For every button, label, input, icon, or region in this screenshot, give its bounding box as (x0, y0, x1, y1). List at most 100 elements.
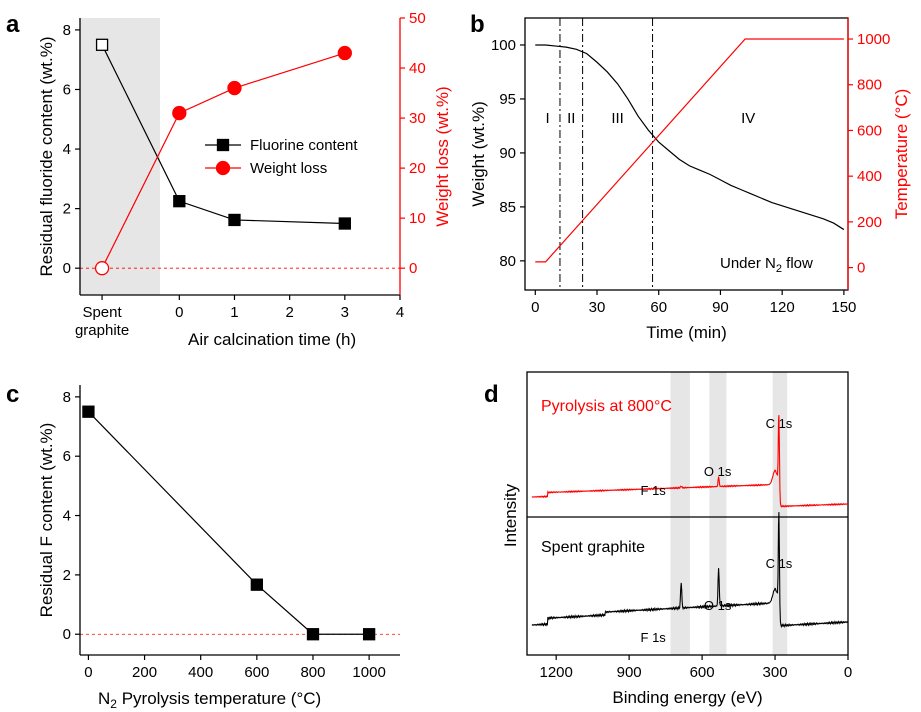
plot-frame (526, 371, 849, 656)
y2-tick-label: 10 (409, 210, 426, 227)
data-point-weight-loss (337, 45, 352, 61)
y2-axis-title: Weight loss (wt.%) (433, 86, 452, 226)
y-tick-label: 100 (491, 37, 516, 54)
panel-label-d: d (484, 381, 499, 408)
x-tick-label: 1200 (539, 664, 572, 681)
y-tick-label: 80 (499, 253, 516, 270)
stage-label: III (611, 110, 624, 127)
x-tick-label: 300 (763, 664, 788, 681)
x-tick-label: 800 (300, 664, 325, 681)
y2-tick-label: 20 (409, 160, 426, 177)
series-line-weight-loss (101, 52, 346, 269)
annotation-under-n2-flow: Under N2 flow (720, 255, 813, 275)
y2-tick-label: 1000 (857, 31, 890, 48)
data-point-fluorine (228, 213, 241, 227)
y-tick-label: 2 (63, 201, 71, 218)
y-tick-label: 85 (499, 199, 516, 216)
data-point-fluorine (173, 195, 186, 208)
y2-tick-label: 400 (857, 168, 882, 185)
spectrum-line-spent-graphite (531, 512, 849, 629)
plot-frame (524, 17, 849, 291)
data-point-residual-f (250, 578, 263, 591)
y-tick-label: 2 (63, 567, 71, 584)
data-point-residual-f (362, 628, 376, 641)
x-tick-label: 3 (341, 304, 349, 321)
y-tick-label: 4 (63, 141, 71, 158)
x-tick-label: 0 (175, 304, 183, 321)
data-point-fluorine (95, 38, 109, 51)
y-tick-label: 90 (499, 145, 516, 162)
x-tick-label: 0 (844, 664, 852, 681)
x-axis-title: N2 Pyrolysis temperature (°C) (98, 689, 321, 711)
x-axis-title: Time (min) (646, 323, 727, 342)
y-tick-label: 0 (63, 260, 71, 277)
x-tick-label: 1 (230, 304, 238, 321)
peak-label: C 1s (766, 556, 793, 571)
x-tick-label: 400 (188, 664, 213, 681)
y-tick-label: 4 (63, 508, 71, 525)
x-axis-title: Air calcination time (h) (188, 330, 356, 349)
y-axis-title: Residual fluoride content (wt.%) (37, 36, 56, 276)
peak-label: F 1s (641, 483, 667, 498)
x-tick-label: 0 (84, 664, 92, 681)
shaded-band (670, 372, 690, 655)
x-tick-label: 150 (831, 299, 856, 316)
shaded-band (772, 372, 788, 655)
data-point-weight-loss (227, 80, 242, 96)
stage-label: I (546, 110, 550, 127)
y-tick-label: 95 (499, 91, 516, 108)
y2-tick-label: 40 (409, 60, 426, 77)
series-label-pyrolysis: Pyrolysis at 800°C (541, 398, 672, 415)
peak-label: C 1s (766, 416, 793, 431)
x-tick-label: 2 (285, 304, 293, 321)
data-point-weight-loss (172, 105, 187, 121)
y2-tick-label: 800 (857, 77, 882, 94)
x-axis-title: Binding energy (eV) (612, 688, 762, 707)
category-label: Spent (82, 304, 122, 321)
panel-label-a: a (6, 11, 20, 38)
y2-axis-title: Temperature (°C) (892, 89, 911, 220)
y-tick-label: 6 (63, 81, 71, 98)
y2-tick-label: 50 (409, 10, 426, 27)
y-axis-title: Weight (wt.%) (469, 101, 488, 207)
panel-label-c: c (6, 381, 19, 408)
chart-d: 1200 900 600 300 0 Binding energy (eV) Intensi… (501, 371, 852, 707)
series-line-residual-f (87, 411, 370, 635)
y-tick-label: 0 (63, 626, 71, 643)
category-label: graphite (75, 322, 129, 339)
legend-marker-fluorine (216, 138, 230, 152)
series-line-temperature (535, 38, 844, 263)
stage-label: II (567, 110, 575, 127)
chart-b: 0 30 60 90 120 150808590951000200400600800100… (469, 17, 911, 342)
x-tick-label: 900 (617, 664, 642, 681)
stage-label: IV (741, 110, 755, 127)
shaded-band (709, 372, 727, 655)
series-label-spent-graphite: Spent graphite (541, 539, 645, 556)
data-point-residual-f (82, 405, 95, 418)
data-point-weight-loss (94, 261, 110, 276)
peak-label: F 1s (641, 630, 667, 645)
legend-label: Fluorine content (250, 137, 358, 154)
peak-label: O 1s (704, 598, 732, 613)
x-tick-label: 90 (712, 299, 729, 316)
y-tick-label: 8 (63, 389, 71, 406)
series-line-fluorine (101, 44, 345, 225)
legend-marker-weight-loss (215, 160, 231, 176)
chart-c: 0 200 400 600 800 1000 0 2 4 6 8 N2 Pyrolysis tempe… (37, 385, 400, 711)
series-line-weight (535, 44, 845, 231)
panel-label-b: b (470, 11, 485, 38)
y-tick-label: 8 (63, 22, 71, 39)
spectrum-line-pyrolysis (531, 415, 849, 508)
y-axis-title: Residual F content (wt.%) (37, 423, 56, 618)
x-tick-label: 600 (690, 664, 715, 681)
y2-tick-label: 0 (857, 260, 865, 277)
x-tick-label: 600 (244, 664, 269, 681)
y2-tick-label: 600 (857, 122, 882, 139)
y-tick-label: 6 (63, 448, 71, 465)
legend-label: Weight loss (250, 160, 327, 177)
x-tick-label: 30 (589, 299, 606, 316)
peak-label: O 1s (704, 464, 732, 479)
x-tick-label: 4 (396, 304, 404, 321)
